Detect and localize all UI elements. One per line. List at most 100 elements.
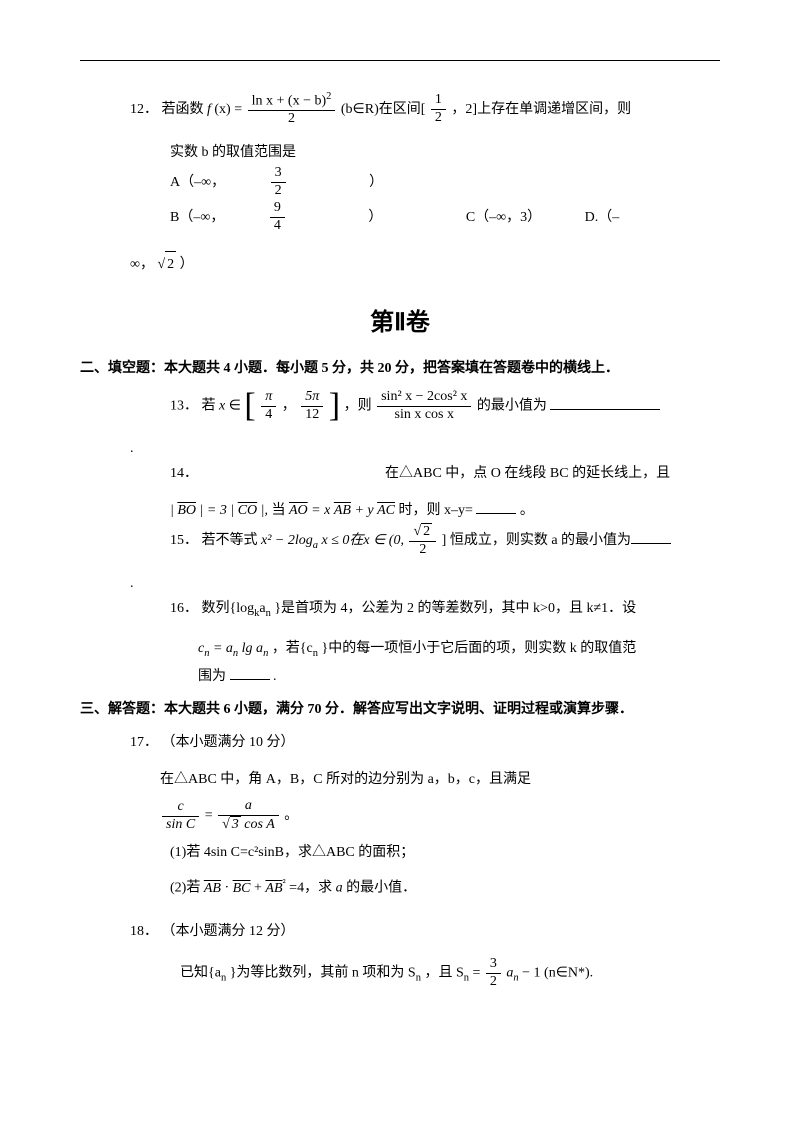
q15-number: 15． xyxy=(170,533,198,548)
d: 2 xyxy=(409,542,436,559)
lg: lg a xyxy=(242,641,263,656)
q13-dot: . xyxy=(80,436,720,461)
close: ） xyxy=(369,170,383,195)
text: 时，则 x–y= xyxy=(399,503,477,518)
vec-ac: AC xyxy=(377,498,395,523)
frac: 32 xyxy=(486,956,501,991)
text: 的最小值． xyxy=(346,881,416,896)
main-frac: sin² x − 2cos² x sin x cos x xyxy=(377,389,471,424)
q12-half-frac: 1 2 xyxy=(431,92,446,127)
n: c xyxy=(162,799,199,817)
q12-opt-c: C（–∞，3） xyxy=(466,205,541,230)
frac-den: 2 xyxy=(431,110,446,127)
q12-main-frac: ln x + (x − b)2 2 xyxy=(248,91,336,128)
a: a xyxy=(336,881,343,896)
part2-title: 第Ⅱ卷 xyxy=(80,301,720,344)
eq: = xyxy=(205,808,216,823)
plus: + xyxy=(254,881,265,896)
q12-line2: 实数 b 的取值范围是 xyxy=(80,140,720,165)
text: 的最小值为 xyxy=(477,399,547,414)
q16-line3: 围为 . xyxy=(80,664,720,689)
text: =4，求 xyxy=(289,881,335,896)
d: √3 cos A xyxy=(218,816,279,834)
text: = x xyxy=(311,503,330,518)
section2-desc: 二、填空题：本大题共 4 小题．每小题 5 分，共 20 分，把答案填在答题卷中… xyxy=(80,356,720,381)
sq: ² xyxy=(283,878,286,889)
q17-part1: (1)若 4sin C=c²sinB，求△ABC 的面积； xyxy=(80,840,720,865)
d: 12 xyxy=(301,407,323,424)
expr: x ≤ 0在x ∈ (0, xyxy=(322,533,408,548)
n: 5π xyxy=(301,389,323,407)
sub: a xyxy=(313,540,318,551)
question-16: 16． 数列{logkan }是首项为 4，公差为 2 的等差数列，其中 k>0… xyxy=(80,596,720,624)
q12-text: ，2]上存在单调递增区间，则 xyxy=(451,102,631,117)
d: sin x cos x xyxy=(377,407,471,424)
text: ，则 xyxy=(344,399,372,414)
answer-blank xyxy=(631,529,671,544)
sub: n xyxy=(513,972,518,983)
label: B（–∞， xyxy=(170,205,224,230)
vec-ab: AB xyxy=(204,876,221,901)
question-14: 14． 在△ABC 中，点 O 在线段 BC 的延长线上，且 xyxy=(80,461,720,486)
vec-ab: AB xyxy=(334,498,351,523)
text: − 1 (n∈N*). xyxy=(522,966,593,981)
q12-optd-line2: ∞， √2 ） xyxy=(80,251,720,277)
frac1: π4 xyxy=(261,389,276,424)
question-12: 12． 若函数 f (x) = ln x + (x − b)2 2 (b∈R)在… xyxy=(80,91,720,128)
points: （本小题满分 12 分） xyxy=(162,924,295,939)
sub: n xyxy=(464,972,469,983)
q14-line2: | BO | = 3 | CO |, 当 AO = x AB + y AC 时，… xyxy=(80,498,720,523)
d: 4 xyxy=(270,218,285,235)
vec-bc: BC xyxy=(233,876,251,901)
left-bracket: [ xyxy=(244,389,255,423)
dot: · xyxy=(224,881,229,896)
d: 2 xyxy=(271,183,286,200)
comma: ， xyxy=(282,399,296,414)
text: (2)若 xyxy=(170,881,204,896)
rad: 3 xyxy=(230,816,241,834)
n: √2 xyxy=(409,523,436,542)
frac2: a √3 cos A xyxy=(218,798,279,834)
frac: √2 2 xyxy=(409,523,436,559)
frac1: c sin C xyxy=(162,799,199,834)
frac: 32 xyxy=(271,165,326,200)
n: 9 xyxy=(270,200,285,218)
vec-ao: AO xyxy=(289,498,308,523)
text: 实数 b 的取值范围是 xyxy=(170,145,296,160)
n: π xyxy=(261,389,276,407)
sub: n xyxy=(313,648,318,659)
text: 若 xyxy=(202,399,220,414)
text: + y xyxy=(354,503,373,518)
answer-blank xyxy=(550,395,660,410)
question-18-header: 18． （本小题满分 12 分） xyxy=(80,919,720,944)
q17-stem: 在△ABC 中，角 A，B，C 所对的边分别为 a，b，c，且满足 xyxy=(80,767,720,792)
vec-ab2: AB xyxy=(265,876,282,901)
text: 围为 xyxy=(198,669,226,684)
d: sin C xyxy=(162,817,199,834)
sub: n xyxy=(263,648,268,659)
q15-dot: . xyxy=(80,571,720,596)
n: sin² x − 2cos² x xyxy=(377,389,471,407)
q12-text: (b∈R)在区间[ xyxy=(341,102,426,117)
text: 已知{a xyxy=(180,966,221,981)
frac: 94 xyxy=(270,200,325,235)
q16-number: 16． xyxy=(170,601,198,616)
text: 。 xyxy=(520,503,534,518)
rad: 2 xyxy=(165,251,176,277)
text: ] 恒成立，则实数 a 的最小值为 xyxy=(442,533,631,548)
sub: n xyxy=(233,648,238,659)
frac-num: ln x + (x − b) xyxy=(252,94,327,109)
text: ∈ xyxy=(229,399,241,414)
q17-part2: (2)若 AB · BC + AB² =4，求 a 的最小值． xyxy=(80,875,720,901)
q18-stem: 已知{an }为等比数列，其前 n 项和为 Sn ，且 Sn = 32 an −… xyxy=(80,956,720,991)
n: a xyxy=(218,798,279,816)
q16-line2: cn = an lg an ，若{cn }中的每一项恒小于它后面的项，则实数 k… xyxy=(80,636,720,664)
close: ） xyxy=(368,205,382,230)
q14-number: 14． xyxy=(170,466,198,481)
section3-desc: 三、解答题：本大题共 6 小题，满分 70 分．解答应写出文字说明、证明过程或演… xyxy=(80,697,720,722)
page-top-rule xyxy=(80,60,720,61)
text: ） xyxy=(180,257,194,272)
text: }中的每一项恒小于它后面的项，则实数 k 的取值范 xyxy=(322,641,637,656)
n: 3 xyxy=(271,165,286,183)
text: }是首项为 4，公差为 2 的等差数列，其中 k>0，且 k≠1．设 xyxy=(274,601,636,616)
